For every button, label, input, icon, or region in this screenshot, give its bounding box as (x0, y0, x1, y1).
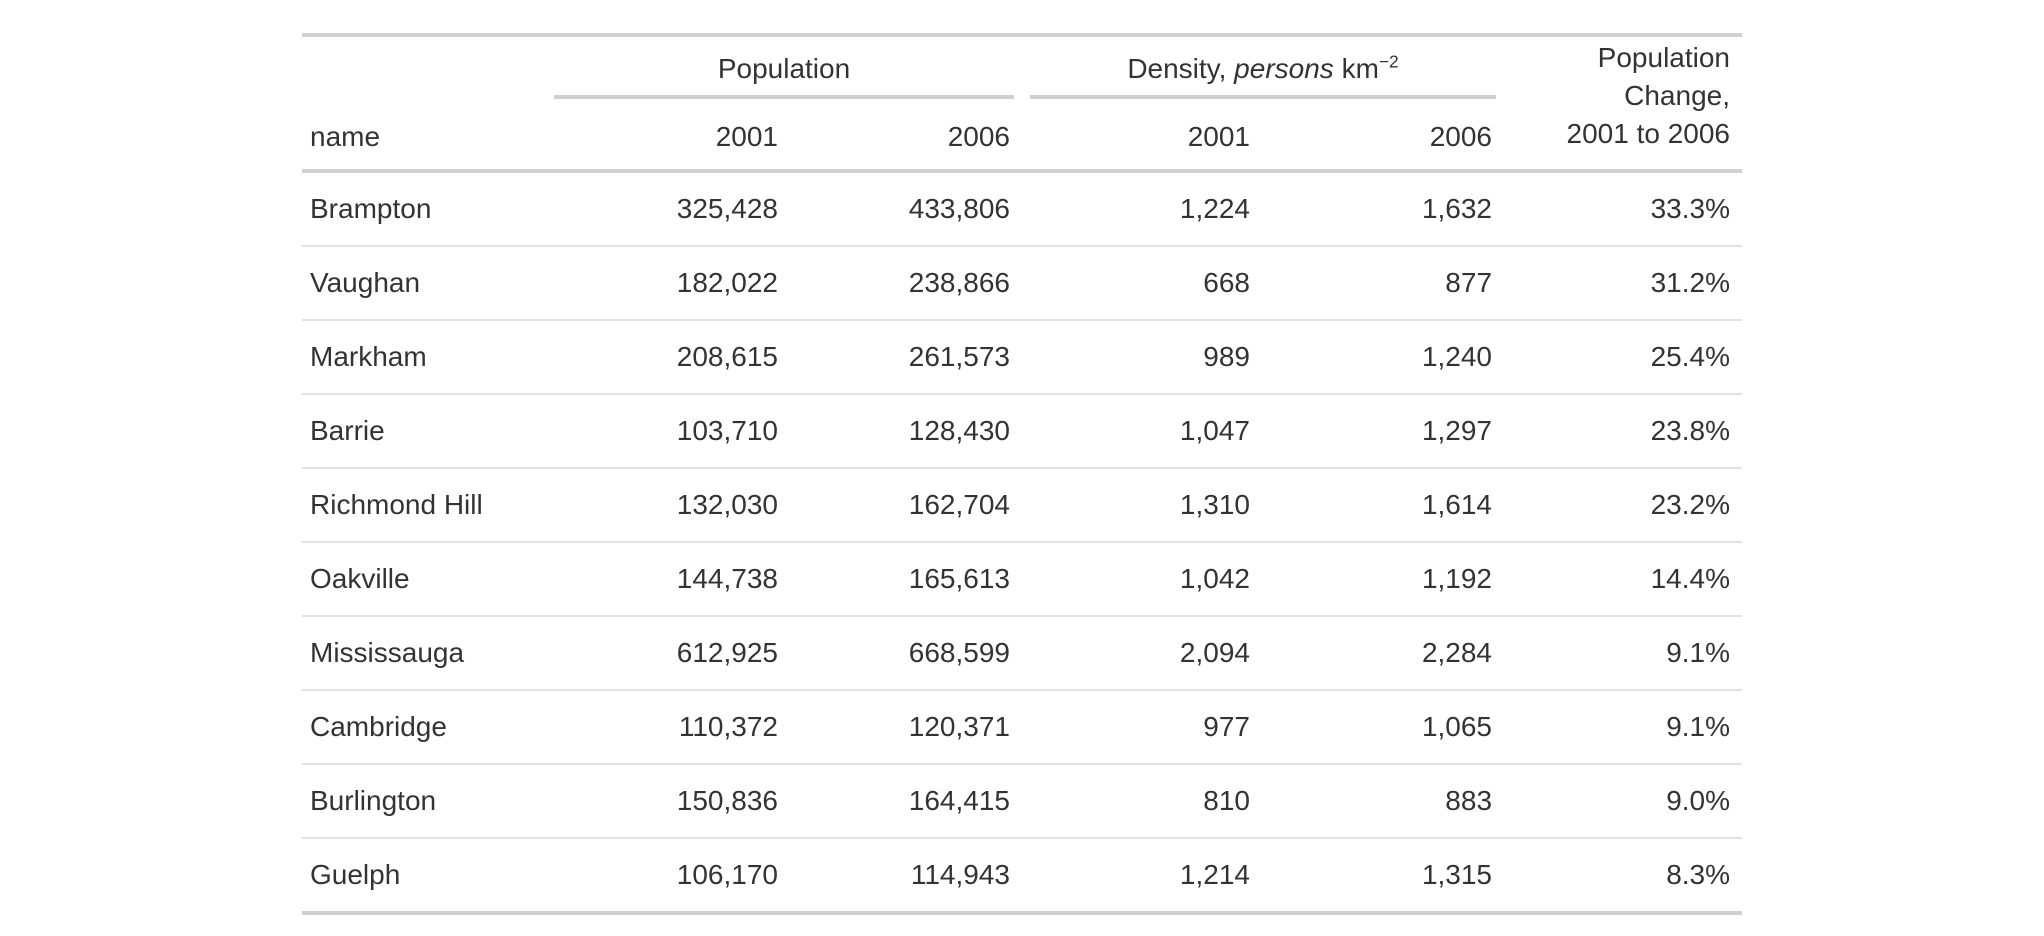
cell-pop-2006: 114,943 (790, 837, 1022, 913)
table-row: Vaughan 182,022 238,866 668 877 31.2% (302, 245, 1743, 320)
cell-dens-2006: 1,632 (1262, 169, 1505, 246)
table-row: Markham 208,615 261,573 989 1,240 25.4% (302, 319, 1743, 394)
cell-pop-2001: 106,170 (546, 837, 790, 913)
cell-city-name: Mississauga (302, 615, 546, 690)
cell-change: 23.8% (1504, 393, 1743, 468)
table-row: Richmond Hill 132,030 162,704 1,310 1,61… (302, 467, 1743, 542)
cell-dens-2006: 1,315 (1262, 837, 1505, 913)
cell-city-name: Vaughan (302, 245, 546, 320)
cell-change: 25.4% (1504, 319, 1743, 394)
cell-pop-2006: 433,806 (790, 169, 1022, 246)
cell-dens-2006: 1,297 (1262, 393, 1505, 468)
table-header: name Population Density, persons km−2 Po… (302, 35, 1742, 171)
superscript-exponent: −2 (1378, 51, 1399, 72)
cell-dens-2006: 1,240 (1262, 319, 1505, 394)
population-table: name Population Density, persons km−2 Po… (302, 33, 1743, 915)
cell-dens-2001: 1,047 (1022, 393, 1262, 468)
cell-city-name: Cambridge (302, 689, 546, 764)
spanner-population: Population (546, 35, 1022, 99)
cell-dens-2001: 2,094 (1022, 615, 1262, 690)
cell-dens-2001: 977 (1022, 689, 1262, 764)
cell-city-name: Guelph (302, 837, 546, 913)
cell-city-name: Richmond Hill (302, 467, 546, 542)
cell-dens-2001: 810 (1022, 763, 1262, 838)
cell-pop-2001: 110,372 (546, 689, 790, 764)
cell-pop-2001: 182,022 (546, 245, 790, 320)
cell-dens-2006: 1,614 (1262, 467, 1505, 542)
cell-pop-2001: 132,030 (546, 467, 790, 542)
cell-pop-2001: 150,836 (546, 763, 790, 838)
cell-pop-2001: 325,428 (546, 169, 790, 246)
col-header-dens-2001: 2001 (1187, 121, 1250, 152)
cell-change: 9.1% (1504, 689, 1743, 764)
col-header-pop-2006: 2006 (947, 121, 1010, 152)
spanner-density-label: Density, persons km−2 (1030, 37, 1497, 99)
cell-dens-2001: 989 (1022, 319, 1262, 394)
cell-pop-2006: 165,613 (790, 541, 1022, 616)
col-header-population-change: Population Change, 2001 to 2006 (1566, 42, 1731, 149)
cell-city-name: Burlington (302, 763, 546, 838)
cell-dens-2006: 1,192 (1262, 541, 1505, 616)
table-row: Burlington 150,836 164,415 810 883 9.0% (302, 763, 1743, 838)
cell-pop-2006: 162,704 (790, 467, 1022, 542)
table-row: Cambridge 110,372 120,371 977 1,065 9.1% (302, 689, 1743, 764)
cell-city-name: Barrie (302, 393, 546, 468)
cell-dens-2006: 877 (1262, 245, 1505, 320)
spanner-population-label: Population (554, 37, 1014, 99)
cell-dens-2001: 1,310 (1022, 467, 1262, 542)
cell-pop-2006: 261,573 (790, 319, 1022, 394)
cell-pop-2006: 164,415 (790, 763, 1022, 838)
cell-pop-2001: 144,738 (546, 541, 790, 616)
table-row: Oakville 144,738 165,613 1,042 1,192 14.… (302, 541, 1743, 616)
cell-change: 14.4% (1504, 541, 1743, 616)
spanner-density: Density, persons km−2 (1022, 35, 1504, 99)
column-labels-row: 2001 2006 2001 2006 (302, 99, 1742, 171)
cell-change: 31.2% (1504, 245, 1743, 320)
cell-pop-2001: 612,925 (546, 615, 790, 690)
table-row: Brampton 325,428 433,806 1,224 1,632 33.… (302, 169, 1743, 246)
cell-dens-2001: 1,224 (1022, 169, 1262, 246)
cell-dens-2001: 668 (1022, 245, 1262, 320)
table-body: Brampton 325,428 433,806 1,224 1,632 33.… (302, 169, 1743, 913)
spanner-row: name Population Density, persons km−2 Po… (302, 35, 1742, 152)
cell-pop-2006: 128,430 (790, 393, 1022, 468)
cell-dens-2006: 883 (1262, 763, 1505, 838)
cell-pop-2006: 238,866 (790, 245, 1022, 320)
cell-dens-2001: 1,042 (1022, 541, 1262, 616)
cell-pop-2006: 120,371 (790, 689, 1022, 764)
cell-dens-2006: 2,284 (1262, 615, 1505, 690)
cell-change: 33.3% (1504, 169, 1743, 246)
cell-change: 23.2% (1504, 467, 1743, 542)
cell-pop-2006: 668,599 (790, 615, 1022, 690)
cell-pop-2001: 208,615 (546, 319, 790, 394)
table-row: Mississauga 612,925 668,599 2,094 2,284 … (302, 615, 1743, 690)
col-header-dens-2006: 2006 (1429, 121, 1493, 152)
table-row: Barrie 103,710 128,430 1,047 1,297 23.8% (302, 393, 1743, 468)
cell-change: 9.1% (1504, 615, 1743, 690)
cell-pop-2001: 103,710 (546, 393, 790, 468)
table-row: Guelph 106,170 114,943 1,214 1,315 8.3% (302, 837, 1743, 913)
gt-table: name Population Density, persons km−2 Po… (302, 33, 1743, 915)
cell-dens-2001: 1,214 (1022, 837, 1262, 913)
cell-city-name: Markham (302, 319, 546, 394)
cell-dens-2006: 1,065 (1262, 689, 1505, 764)
cell-change: 8.3% (1504, 837, 1743, 913)
cell-city-name: Brampton (302, 169, 546, 246)
col-header-pop-2001: 2001 (715, 121, 778, 152)
cell-city-name: Oakville (302, 541, 546, 616)
cell-change: 9.0% (1504, 763, 1743, 838)
col-header-name: name (310, 121, 381, 152)
